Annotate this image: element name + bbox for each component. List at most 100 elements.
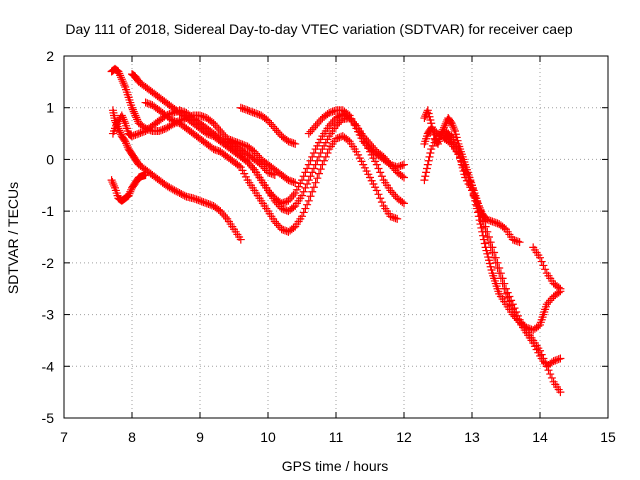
- data-point: [444, 129, 453, 138]
- data-point: [491, 218, 500, 227]
- data-point: [486, 216, 495, 225]
- data-point: [120, 81, 129, 90]
- data-point: [129, 131, 138, 140]
- data-point: [177, 189, 186, 198]
- data-point: [393, 163, 402, 172]
- data-point: [243, 106, 252, 115]
- data-point: [303, 164, 312, 173]
- data-point: [313, 119, 322, 128]
- data-point: [289, 178, 298, 187]
- data-point: [546, 370, 555, 379]
- data-point: [272, 126, 281, 135]
- data-point: [202, 199, 211, 208]
- data-point: [318, 160, 327, 169]
- data-point: [398, 172, 407, 181]
- data-point: [473, 201, 482, 210]
- data-point: [119, 115, 128, 124]
- data-point: [274, 221, 283, 230]
- data-point: [282, 174, 291, 183]
- data-point: [306, 156, 315, 165]
- data-point: [422, 168, 431, 177]
- data-point: [173, 118, 182, 127]
- data-point: [376, 168, 385, 177]
- data-point: [536, 253, 544, 262]
- data-point: [547, 373, 556, 382]
- x-tick-label: 8: [128, 429, 136, 445]
- data-point: [377, 198, 386, 207]
- y-tick-label: -1: [42, 203, 55, 219]
- data-point: [485, 216, 493, 225]
- data-point: [503, 293, 512, 302]
- data-point: [226, 138, 235, 147]
- data-point: [480, 239, 489, 248]
- data-point: [128, 132, 136, 141]
- data-point: [289, 223, 298, 232]
- data-point: [175, 189, 184, 198]
- data-point: [500, 284, 509, 293]
- data-point: [323, 148, 332, 157]
- data-point: [115, 69, 124, 78]
- data-point: [206, 130, 215, 139]
- data-point: [486, 243, 495, 252]
- series-track-8: [236, 103, 300, 148]
- data-point: [158, 125, 167, 134]
- data-point: [400, 199, 408, 208]
- data-point: [274, 200, 283, 209]
- data-point: [116, 71, 125, 80]
- series-track-1: [107, 170, 150, 205]
- data-point: [462, 170, 471, 179]
- data-point: [374, 164, 383, 173]
- data-point: [313, 174, 322, 183]
- data-point: [121, 137, 130, 146]
- data-point: [423, 160, 432, 169]
- data-point: [250, 147, 259, 156]
- data-point: [114, 67, 123, 76]
- data-point: [257, 160, 266, 169]
- data-point: [308, 125, 317, 134]
- data-point: [396, 161, 405, 170]
- data-point: [393, 214, 402, 223]
- data-point: [238, 104, 247, 113]
- data-point: [170, 186, 179, 195]
- x-tick-label: 9: [196, 429, 204, 445]
- data-point: [172, 187, 181, 196]
- data-point: [180, 191, 189, 200]
- data-point: [289, 190, 298, 199]
- data-point: [478, 217, 487, 226]
- series-track-2: [108, 106, 245, 244]
- data-point: [466, 181, 475, 190]
- data-point: [304, 196, 313, 205]
- data-point: [309, 148, 318, 157]
- data-point: [196, 196, 204, 205]
- data-point: [394, 162, 403, 171]
- data-point: [118, 113, 127, 122]
- data-point: [311, 160, 320, 169]
- data-point: [335, 118, 344, 127]
- data-point: [284, 137, 293, 146]
- data-point: [496, 274, 505, 283]
- data-point: [461, 165, 470, 174]
- data-point: [248, 163, 257, 172]
- data-point: [258, 162, 267, 171]
- data-point: [224, 137, 233, 146]
- data-point: [386, 186, 395, 195]
- data-point: [360, 139, 369, 148]
- data-point: [343, 136, 352, 145]
- plot-frame: [63, 55, 609, 419]
- data-point: [141, 98, 150, 107]
- data-point: [328, 117, 337, 126]
- data-point: [468, 186, 476, 195]
- data-point: [326, 108, 335, 117]
- data-point: [301, 204, 310, 213]
- data-point: [389, 213, 398, 222]
- data-point: [464, 176, 473, 185]
- data-point: [330, 106, 339, 115]
- data-point: [107, 176, 116, 185]
- data-point: [269, 170, 278, 179]
- data-point: [323, 110, 332, 119]
- data-point: [328, 107, 337, 116]
- data-point: [372, 186, 381, 195]
- data-point: [289, 203, 298, 212]
- data-point: [109, 179, 118, 188]
